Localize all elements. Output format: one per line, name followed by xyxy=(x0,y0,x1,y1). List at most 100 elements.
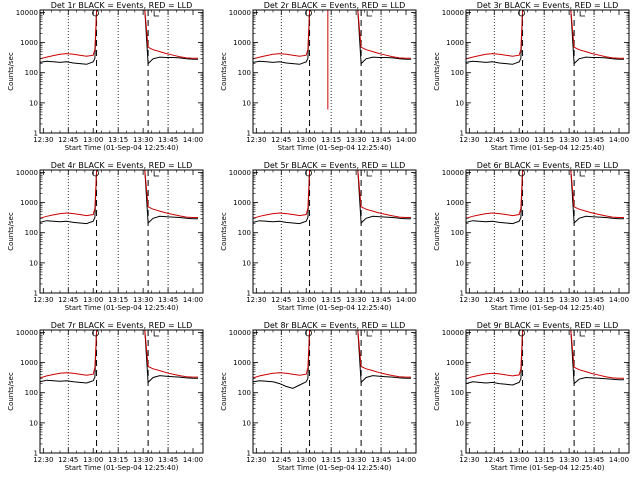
x-tick-label: 13:30 xyxy=(346,296,366,304)
plot-frame xyxy=(39,9,204,134)
y-tick-label: 1 xyxy=(34,130,38,138)
y-tick-label: 10 xyxy=(455,259,464,267)
y-axis-label: Counts/sec xyxy=(7,372,15,411)
x-tick-label: 13:30 xyxy=(346,136,366,144)
y-tick-label: 100 xyxy=(451,229,464,237)
x-tick-label: 13:00 xyxy=(296,456,316,464)
y-axis-label: Counts/sec xyxy=(7,212,15,251)
x-axis-label: Start Time (01-Sep-04 12:25:40) xyxy=(278,144,392,152)
x-tick-label: 14:00 xyxy=(183,296,203,304)
y-tick-label: 1 xyxy=(34,450,38,458)
chart-panel: Det 1r BLACK = Events, RED = LLD 1 10 100 10… xyxy=(7,1,204,152)
y-tick-label: 1000 xyxy=(233,39,251,47)
x-tick-label: 14:00 xyxy=(183,456,203,464)
y-tick-label: 10 xyxy=(242,419,251,427)
series-lld-line xyxy=(40,10,198,60)
x-tick-label: 14:00 xyxy=(609,456,629,464)
x-axis-label: Start Time (01-Sep-04 12:25:40) xyxy=(65,304,179,312)
x-tick-label: 12:30 xyxy=(33,296,53,304)
series-lld-line xyxy=(40,330,198,379)
x-tick-label: 13:15 xyxy=(108,136,128,144)
y-axis-label: Counts/sec xyxy=(220,52,228,91)
y-tick-label: 10 xyxy=(29,99,38,107)
y-tick-label: 1000 xyxy=(233,199,251,207)
marker-bracket xyxy=(579,11,586,17)
marker-bracket xyxy=(153,171,160,177)
x-tick-label: 13:00 xyxy=(83,456,103,464)
x-tick-label: 14:00 xyxy=(183,136,203,144)
chart-panel: Det 7r BLACK = Events, RED = LLD 1 10 100 10… xyxy=(7,321,204,472)
y-tick-label: 100 xyxy=(25,389,38,397)
chart-panel: Det 9r BLACK = Events, RED = LLD 1 10 100 10… xyxy=(433,321,630,472)
x-tick-label: 12:30 xyxy=(246,296,266,304)
x-tick-label: 12:30 xyxy=(246,456,266,464)
marker-bracket xyxy=(366,331,373,337)
x-axis-label: Start Time (01-Sep-04 12:25:40) xyxy=(278,304,392,312)
x-tick-label: 12:30 xyxy=(33,456,53,464)
x-tick-label: 13:15 xyxy=(321,296,341,304)
x-axis-label: Start Time (01-Sep-04 12:25:40) xyxy=(491,144,605,152)
y-tick-label: 10000 xyxy=(16,9,38,17)
y-axis-label: Counts/sec xyxy=(433,52,441,91)
y-tick-label: 10000 xyxy=(229,9,251,17)
y-axis-label: Counts/sec xyxy=(220,212,228,251)
series-events-line xyxy=(40,170,198,225)
y-tick-label: 1 xyxy=(34,290,38,298)
x-tick-label: 12:45 xyxy=(484,136,504,144)
x-tick-label: 13:15 xyxy=(108,456,128,464)
chart-title: Det 5r BLACK = Events, RED = LLD xyxy=(264,161,406,170)
y-tick-label: 10000 xyxy=(442,329,464,337)
series-events-line xyxy=(466,170,624,225)
x-tick-label: 13:15 xyxy=(108,296,128,304)
x-tick-label: 13:45 xyxy=(371,136,391,144)
x-tick-label: 13:45 xyxy=(584,296,604,304)
x-tick-label: 12:45 xyxy=(58,136,78,144)
x-tick-label: 13:30 xyxy=(559,136,579,144)
x-axis-label: Start Time (01-Sep-04 12:25:40) xyxy=(278,464,392,472)
chart-panel: Det 5r BLACK = Events, RED = LLD 1 10 100 10… xyxy=(220,161,417,312)
x-tick-label: 13:00 xyxy=(83,136,103,144)
marker-bracket xyxy=(366,171,373,177)
x-tick-label: 13:45 xyxy=(371,296,391,304)
series-group xyxy=(253,330,411,389)
series-events-line xyxy=(40,10,198,65)
marker-bracket xyxy=(153,331,160,337)
x-tick-label: 13:30 xyxy=(133,136,153,144)
x-tick-label: 13:45 xyxy=(584,136,604,144)
chart-panel: Det 8r BLACK = Events, RED = LLD 1 10 100 10… xyxy=(220,321,417,472)
x-tick-label: 14:00 xyxy=(609,296,629,304)
y-tick-label: 10 xyxy=(242,259,251,267)
y-tick-label: 1 xyxy=(247,130,251,138)
x-tick-label: 13:45 xyxy=(584,456,604,464)
x-tick-label: 13:15 xyxy=(534,296,554,304)
y-axis-label: Counts/sec xyxy=(7,52,15,91)
y-axis-label: Counts/sec xyxy=(433,372,441,411)
chart-panel: Det 4r BLACK = Events, RED = LLD 1 10 100 10… xyxy=(7,161,204,312)
x-tick-label: 13:30 xyxy=(133,296,153,304)
series-events-line xyxy=(253,170,411,225)
x-tick-label: 12:45 xyxy=(484,456,504,464)
y-tick-label: 10 xyxy=(455,99,464,107)
x-tick-label: 12:45 xyxy=(271,136,291,144)
x-tick-label: 12:45 xyxy=(271,456,291,464)
marker-bracket xyxy=(579,171,586,177)
x-tick-label: 14:00 xyxy=(396,296,416,304)
plot-frame xyxy=(39,169,204,294)
x-tick-label: 13:15 xyxy=(321,136,341,144)
plot-frame xyxy=(252,169,417,294)
series-group xyxy=(466,330,624,386)
series-lld-line xyxy=(466,10,624,60)
x-axis-label: Start Time (01-Sep-04 12:25:40) xyxy=(65,144,179,152)
y-tick-label: 100 xyxy=(25,69,38,77)
x-tick-label: 13:15 xyxy=(534,136,554,144)
y-tick-label: 1000 xyxy=(446,359,464,367)
y-tick-label: 10000 xyxy=(442,9,464,17)
x-tick-label: 13:15 xyxy=(321,456,341,464)
y-tick-label: 10000 xyxy=(229,329,251,337)
x-tick-label: 12:30 xyxy=(459,456,479,464)
series-lld-line xyxy=(253,170,411,219)
x-tick-label: 14:00 xyxy=(609,136,629,144)
y-tick-label: 100 xyxy=(451,69,464,77)
x-tick-label: 12:30 xyxy=(33,136,53,144)
x-tick-label: 13:00 xyxy=(83,296,103,304)
